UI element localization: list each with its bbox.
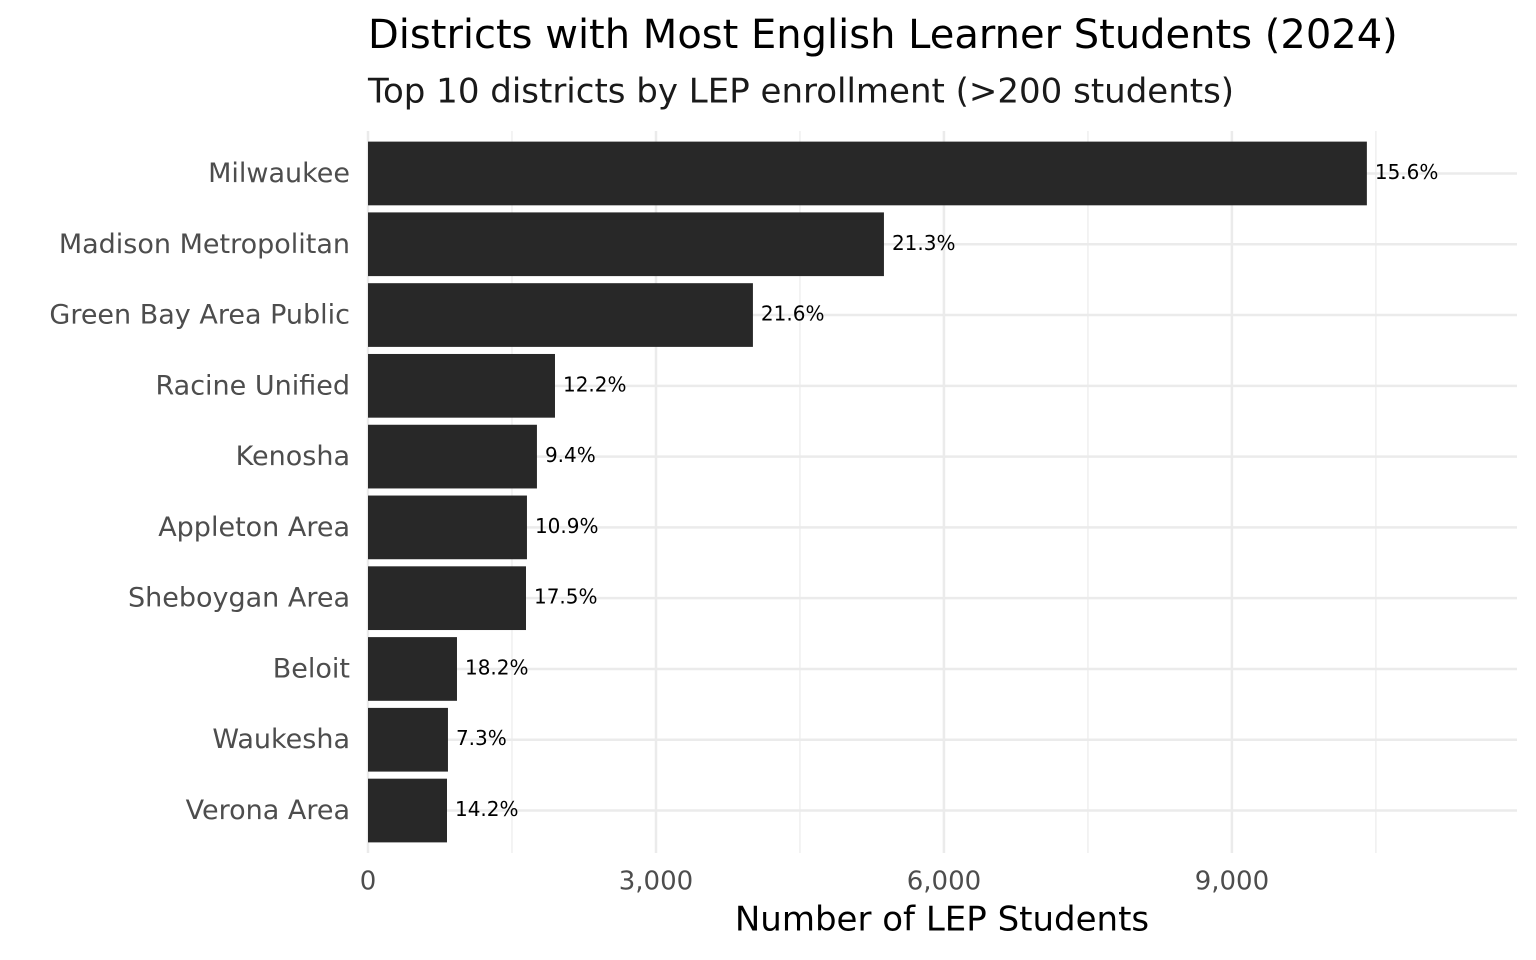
bar — [368, 353, 555, 418]
bar-label: 12.2% — [563, 372, 627, 396]
bar-label: 7.3% — [456, 726, 507, 750]
bar — [368, 778, 447, 843]
y-tick-label: Kenosha — [236, 441, 350, 472]
bar-label: 10.9% — [535, 514, 599, 538]
chart-title: Districts with Most English Learner Stud… — [368, 12, 1398, 58]
bar — [368, 495, 527, 560]
bar — [368, 141, 1367, 206]
bar — [368, 424, 537, 489]
y-tick-label: Milwaukee — [208, 158, 350, 189]
bar — [368, 707, 448, 772]
x-tick-label: 9,000 — [1195, 867, 1269, 897]
y-tick-label: Appleton Area — [158, 512, 350, 543]
chart-subtitle: Top 10 districts by LEP enrollment (>200… — [367, 72, 1234, 112]
bar-label: 18.2% — [465, 655, 529, 679]
bar — [368, 283, 753, 347]
y-tick-label: Sheboygan Area — [128, 583, 350, 614]
bar — [368, 566, 526, 631]
y-tick-label: Green Bay Area Public — [49, 300, 350, 331]
x-tick-label: 6,000 — [907, 867, 981, 897]
y-tick-label: Verona Area — [186, 795, 350, 826]
x-axis-title: Number of LEP Students — [735, 900, 1149, 940]
y-tick-label: Madison Metropolitan — [59, 229, 350, 260]
bar-label: 15.6% — [1375, 160, 1439, 184]
y-tick-label: Beloit — [273, 653, 350, 684]
bar — [368, 637, 457, 701]
bar-label: 14.2% — [455, 797, 519, 821]
bar — [368, 212, 884, 277]
x-tick-label: 0 — [360, 867, 377, 897]
y-tick-label: Waukesha — [212, 724, 350, 755]
x-tick-label: 3,000 — [619, 867, 693, 897]
bar-label: 21.3% — [892, 231, 956, 255]
y-tick-label: Racine Unified — [156, 370, 351, 401]
bar-label: 17.5% — [534, 585, 598, 609]
bar-label: 9.4% — [545, 443, 596, 467]
bar-label: 21.6% — [761, 302, 825, 326]
